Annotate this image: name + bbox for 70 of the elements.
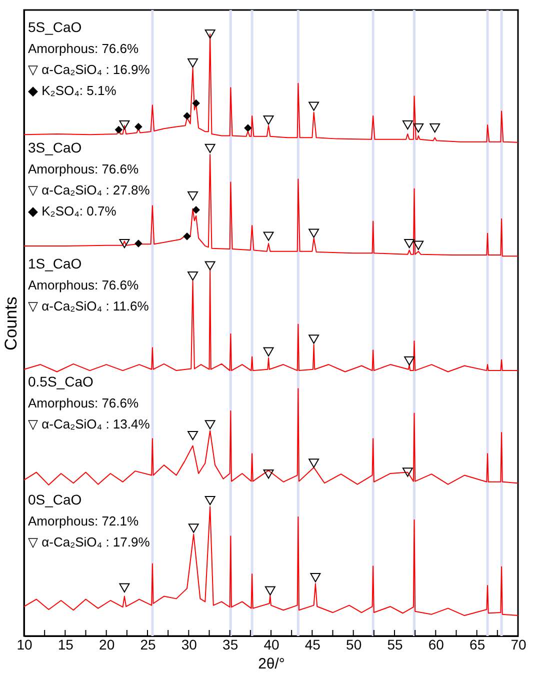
point [188, 430, 198, 440]
annotation: 5S_CaO [28, 19, 82, 36]
y-axis-title: Counts [2, 296, 20, 350]
x-tick-label: 65 [470, 636, 486, 652]
point [188, 191, 198, 201]
x-tick-label: 20 [99, 636, 115, 652]
point [263, 347, 274, 356]
point [263, 232, 274, 241]
point [404, 356, 415, 366]
annotation: ▽ α-Ca₂SiO₄ : 27.8% [28, 182, 150, 198]
point [188, 271, 198, 281]
point [308, 228, 320, 238]
point [264, 586, 276, 596]
annotation: 0S_CaO [28, 492, 82, 508]
point [308, 334, 320, 344]
x-tick-label: 30 [181, 636, 198, 652]
point [134, 122, 142, 131]
point [114, 126, 123, 134]
point [188, 524, 199, 533]
x-tick-label: 45 [304, 636, 321, 652]
annotation: Amorphous: 72.1% [28, 514, 140, 529]
annotation: ◆ K₂SO₄: 0.7% [28, 203, 117, 218]
annotation: Amorphous: 76.6% [28, 161, 140, 176]
annotation: ▽ α-Ca₂SiO₄ : 17.9% [28, 534, 150, 550]
point [134, 240, 142, 248]
point [204, 496, 216, 506]
point [263, 116, 274, 125]
x-axis-title: 2θ/° [258, 656, 285, 672]
x-tick-label: 70 [510, 636, 526, 652]
point [404, 238, 415, 248]
point [402, 468, 413, 477]
point [204, 261, 216, 270]
annotation: Amorphous: 76.6% [28, 278, 140, 293]
point [119, 238, 130, 248]
x-tick-label: 50 [346, 636, 362, 652]
point [413, 240, 424, 250]
point [402, 120, 413, 130]
point [263, 469, 274, 479]
point [244, 124, 252, 132]
annotation: 1S_CaO [28, 256, 82, 272]
point [308, 458, 320, 468]
annotation: ▽ α-Ca₂SiO₄ : 13.4% [28, 416, 150, 432]
x-tick-label: 40 [264, 636, 280, 652]
annotation: ▽ α-Ca₂SiO₄ : 11.6% [28, 298, 150, 314]
point [119, 120, 130, 130]
point [192, 206, 200, 214]
point [183, 112, 191, 120]
point [204, 420, 216, 430]
x-tick-label: 25 [140, 636, 156, 652]
annotation: ▽ α-Ca₂SiO₄ : 16.9% [28, 62, 150, 78]
point [430, 123, 440, 133]
point [308, 102, 320, 111]
point [204, 29, 216, 39]
point [204, 144, 216, 154]
annotation: Amorphous: 76.6% [28, 41, 140, 56]
point [192, 99, 200, 108]
point [188, 58, 198, 68]
annotation: ◆ K₂SO₄: 5.1% [28, 83, 117, 98]
point [183, 232, 191, 240]
x-tick-label: 60 [428, 636, 444, 652]
x-tick-label: 10 [16, 636, 32, 652]
x-tick-label: 55 [387, 636, 403, 652]
x-tick-label: 15 [58, 636, 74, 652]
x-tick-label: 35 [222, 636, 238, 652]
annotation: 3S_CaO [28, 139, 82, 156]
point [119, 583, 130, 592]
point [310, 573, 321, 582]
annotation: Amorphous: 76.6% [28, 396, 140, 411]
point [413, 123, 424, 133]
annotation: 0.5S_CaO [28, 374, 94, 390]
